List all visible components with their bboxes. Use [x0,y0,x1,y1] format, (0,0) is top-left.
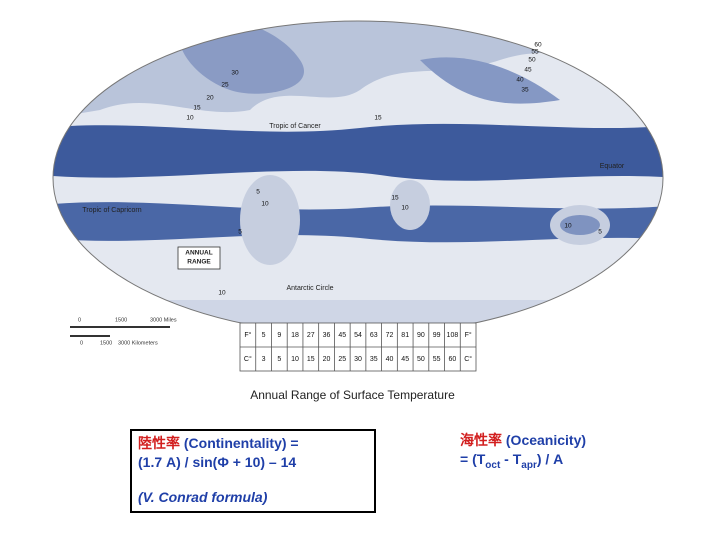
table-cell: 25 [338,356,346,363]
contour-label: 40 [516,77,524,84]
map: Tropic of Cancer Equator Tropic of Caprico… [52,20,664,372]
oceanicity-box: 海性率 (Oceanicity) = (Toct - Tapr) / A [460,431,660,475]
table-cell: 18 [291,332,299,339]
table-cell: 81 [401,332,409,339]
contour-label: 50 [528,57,536,64]
table-cell: 15 [307,356,315,363]
table-cell: 3 [262,356,266,363]
contour-label: 15 [193,105,201,112]
formula: - T [500,451,522,467]
scale-label: 1500 [115,317,127,323]
table-cell: 90 [417,332,425,339]
contour-label: 60 [534,42,542,49]
caption: Annual Range of Surface Temperature [250,388,455,402]
table-cell: C° [244,355,252,363]
table-cell: 36 [323,332,331,339]
key-label: ANNUAL [185,250,212,257]
contour-label: 10 [218,290,226,297]
subscript: apr [521,459,537,471]
table-cell: 40 [386,356,394,363]
contour-label: 10 [186,115,194,122]
table-cell: 9 [277,332,281,339]
contour-label: 35 [521,87,529,94]
scale-label: 1500 [100,340,112,346]
table-cell: 55 [433,356,441,363]
contour-label: 5 [598,229,602,236]
scale-label: 0 [78,317,81,323]
contour-label: 15 [374,115,382,122]
contour-label: 55 [531,49,539,56]
scale-label: 0 [80,340,83,346]
formula: = (T [460,451,486,467]
contour-label: 10 [401,205,409,212]
place-label: Tropic of Cancer [269,123,321,130]
term: 陸性率 [138,435,180,451]
table-cell: 20 [323,356,331,363]
table-cell: 5 [262,332,266,339]
table-cell: 63 [370,332,378,339]
scale-label: 3000 Kilometers [118,340,158,346]
table-cell: 10 [291,356,299,363]
label: (Oceanicity) [505,432,587,448]
key-box [177,246,221,270]
table-cell: 54 [354,332,362,339]
key-label: RANGE [187,259,211,266]
table-cell: 5 [277,356,281,363]
table-cell: 72 [386,332,394,339]
table-cell: 27 [307,332,315,339]
formula: ) / A [536,451,564,467]
table-cell: 60 [449,356,457,363]
place-label: Antarctic Circle [286,285,333,292]
place-label: Tropic of Capricorn [82,207,141,214]
table-cell: 30 [354,356,362,363]
note: (V. Conrad formula) [138,489,268,505]
subscript: oct [485,459,501,471]
table-cell: 45 [401,356,409,363]
contour-label: 5 [256,189,260,196]
contour-label: 45 [524,67,532,74]
contour-label: 25 [221,82,229,89]
contour-label: 15 [391,195,399,202]
scale-label: 3000 Miles [150,317,177,323]
table-cell: C° [464,355,472,363]
table-cell: 108 [447,332,459,339]
formula: (1.7 A) / sin(Φ + 10) – 14 [138,454,297,470]
contour-label: 30 [231,70,239,77]
table-cell: 35 [370,356,378,363]
map-body [53,21,663,335]
label: (Continentality) = [183,435,299,451]
table-cell: 99 [433,332,441,339]
table-cell: F° [244,331,251,339]
table-cell: F° [465,331,472,339]
continentality-box: 陸性率 (Continentality) = (1.7 A) / sin(Φ +… [130,429,376,513]
contour-label: 10 [261,201,269,208]
contour-label: 5 [238,229,242,236]
place-label: Equator [600,163,625,170]
term: 海性率 [460,432,502,448]
table-cell: 45 [338,332,346,339]
table-cell: 50 [417,356,425,363]
contour-label: 20 [206,95,214,102]
contour-label: 10 [564,223,572,230]
